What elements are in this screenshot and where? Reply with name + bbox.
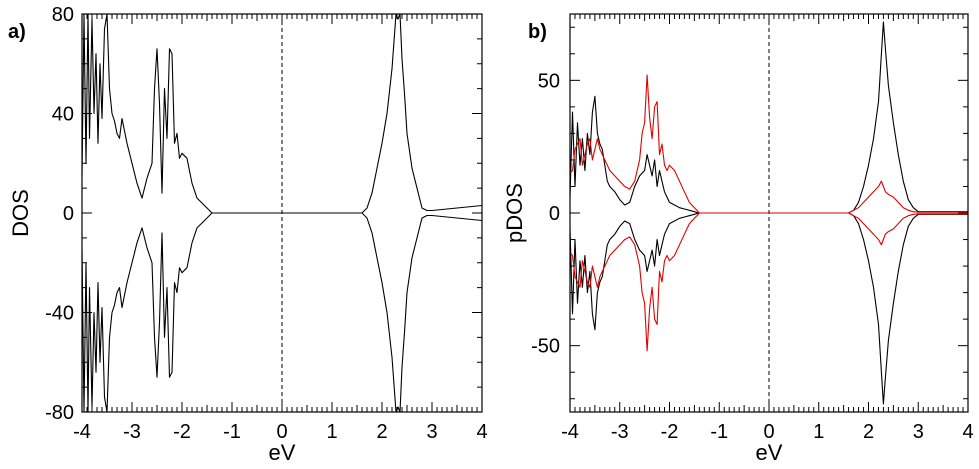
panel-b-y-tick-label: -50 [531,336,560,358]
panel-b-x-tick-label: -2 [661,421,679,443]
panel-b-series-1-up [569,74,968,214]
panel-b-frame [569,13,969,413]
panel-a-y-tick-label: 0 [63,203,74,225]
panel-a-x-tick-label: 3 [426,421,437,443]
panel-b-x-tick-label: 3 [913,421,924,443]
panel-b-y-tick-label: 50 [538,70,560,92]
panel-a-x-tick-label: 4 [476,421,487,443]
panel-a-frame [81,13,483,413]
panel-a-series-0-down [81,212,483,413]
panel-b-x-tick-label: -4 [561,421,579,443]
panel-a-y-tick-label: 80 [52,4,74,26]
panel-a-label: a) [8,21,26,43]
panel-b-x-tick-label: -1 [710,421,728,443]
panel-b-x-tick-label: -3 [611,421,629,443]
panel-a-y-axis-label: DOS [8,189,33,237]
panel-a-x-axis-label: eV [269,440,296,465]
panel-a-x-tick-label: -3 [123,421,141,443]
panel-b-x-tick-label: 2 [863,421,874,443]
panel-a-y-tick-label: -40 [45,303,74,325]
panel-a-x-tick-label: 2 [376,421,387,443]
panel-b-series-0-down [569,212,968,405]
panel-a-series-0-up [81,13,483,214]
panel-a-x-tick-label: 0 [276,421,287,443]
panel-b-x-tick-label: 4 [962,421,973,443]
panel-b-x-tick-label: 0 [763,421,774,443]
panel-b-y-axis-label: pDOS [502,183,527,243]
panel-a-y-tick-label: 40 [52,104,74,126]
panel-b-x-axis-label: eV [756,440,783,465]
panel-b-series-1-down [569,212,968,352]
panel-b-label: b) [528,21,547,43]
panel-a-y-tick-label: -80 [45,402,74,424]
panel-a-x-tick-label: 1 [326,421,337,443]
panel-b-x-tick-label: 1 [813,421,824,443]
panel-a-x-tick-label: -2 [173,421,191,443]
panel-a-x-tick-label: -1 [223,421,241,443]
panel-a-x-tick-label: -4 [73,421,91,443]
panel-b-y-tick-label: 0 [549,203,560,225]
panel-b-series-0-up [569,21,968,214]
